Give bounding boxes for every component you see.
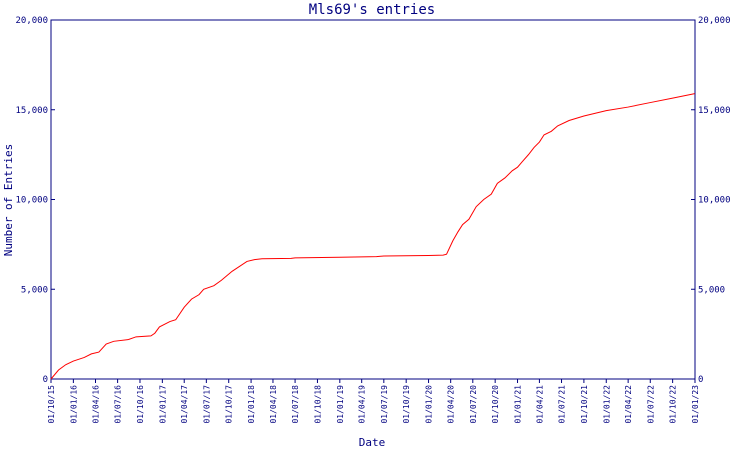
x-tick-label: 01/04/18 <box>269 385 278 424</box>
x-tick-label: 01/07/21 <box>558 385 567 424</box>
y-tick-label-right: 20,000 <box>698 16 731 26</box>
x-tick-label: 01/01/21 <box>514 385 523 424</box>
x-tick-label: 01/04/21 <box>535 385 544 424</box>
x-tick-label: 01/10/17 <box>225 385 234 424</box>
plot-area: 0 0 5,000 5,000 10,000 10,000 15,000 15,000 20,0… <box>15 16 730 424</box>
x-tick-label: 01/10/16 <box>136 385 145 424</box>
x-tick-label: 01/04/19 <box>358 385 367 424</box>
x-tick-label: 01/07/20 <box>469 385 478 424</box>
y-tick-label-left: 20,000 <box>15 16 48 26</box>
x-tick-label: 01/10/19 <box>402 385 411 424</box>
x-tick-label: 01/04/22 <box>624 385 633 424</box>
y-tick-label-left: 5,000 <box>21 285 48 295</box>
entries-series-line <box>50 93 695 380</box>
x-tick-label: 01/07/22 <box>646 385 655 424</box>
x-tick-label: 01/01/20 <box>425 385 434 424</box>
chart-title: Mls69's entries <box>309 2 435 18</box>
x-tick-label: 01/01/18 <box>247 385 256 424</box>
x-tick-label: 01/04/20 <box>447 385 456 424</box>
y-tick-label-right: 10,000 <box>698 196 731 206</box>
x-axis-label: Date <box>359 436 386 449</box>
x-tick-label: 01/04/17 <box>180 385 189 424</box>
plot-frame <box>50 19 696 380</box>
x-tick-label: 01/01/17 <box>158 385 167 424</box>
y-tick-label-right: 15,000 <box>698 106 731 116</box>
x-tick-label: 01/10/15 <box>47 385 56 424</box>
x-tick-label: 01/04/16 <box>91 385 100 424</box>
x-tick-label: 01/07/17 <box>202 385 211 424</box>
y-tick-label-left: 15,000 <box>15 106 48 116</box>
x-tick-label: 01/01/23 <box>691 385 700 424</box>
y-tick-label-right: 0 <box>698 375 703 385</box>
x-tick-label: 01/10/18 <box>313 385 322 424</box>
y-tick-label-left: 0 <box>43 375 48 385</box>
x-tick-label: 01/01/22 <box>602 385 611 424</box>
x-tick-label: 01/07/18 <box>291 385 300 424</box>
y-tick-label-left: 10,000 <box>15 196 48 206</box>
x-tick-label: 01/07/16 <box>114 385 123 424</box>
y-tick-label-right: 5,000 <box>698 285 725 295</box>
x-tick-label: 01/10/21 <box>580 385 589 424</box>
y-axis-label: Number of Entries <box>2 144 15 257</box>
x-tick-label: 01/01/19 <box>336 385 345 424</box>
x-tick-label: 01/10/20 <box>491 385 500 424</box>
x-tick-label: 01/07/19 <box>380 385 389 424</box>
x-tick-label: 01/10/22 <box>669 385 678 424</box>
x-tick-label: 01/01/16 <box>69 385 78 424</box>
